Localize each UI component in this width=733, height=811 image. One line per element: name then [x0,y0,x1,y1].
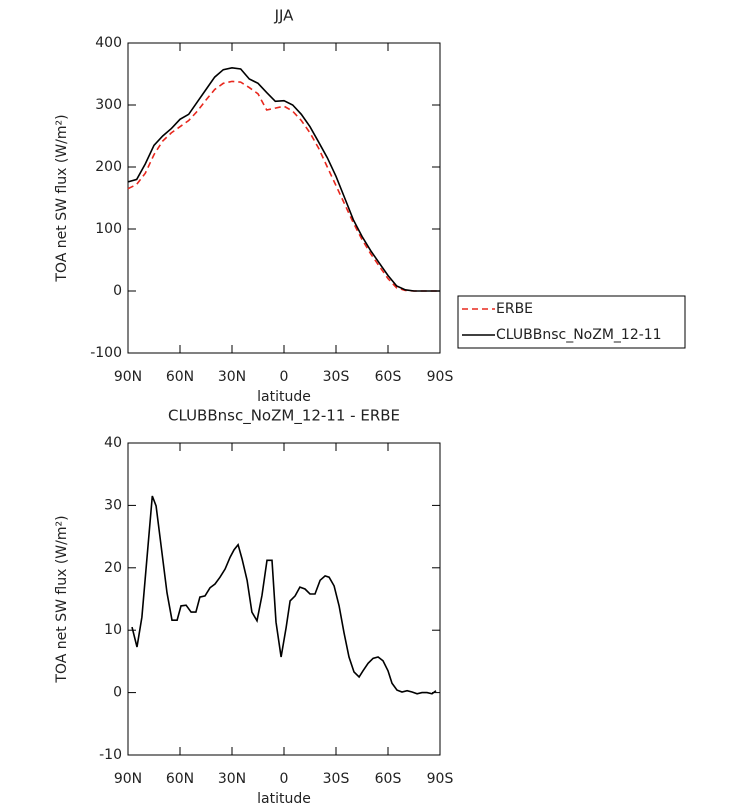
x-tick-label: 90S [427,369,454,385]
x-tick-label: 90N [114,369,142,385]
x-axis-label: latitude [257,791,311,807]
x-tick-label: 90S [427,771,454,787]
y-tick-label: 0 [113,283,122,299]
y-tick-label: 20 [104,560,122,576]
y-tick-label: 100 [95,221,122,237]
x-tick-label: 30N [218,369,246,385]
y-tick-label: 400 [95,35,122,51]
plot-frame [127,42,441,354]
x-tick-label: 0 [280,771,289,787]
data-line [127,80,440,292]
y-tick-label: 40 [104,435,122,451]
y-tick-label: 0 [113,685,122,701]
x-tick-label: 30S [323,369,350,385]
plot-frame [127,442,441,756]
y-tick-label: -100 [90,345,122,361]
x-tick-label: 60N [166,369,194,385]
x-tick-label: 30S [323,771,350,787]
x-tick-label: 0 [280,369,289,385]
chart-title: JJA [274,7,295,25]
chart-title: CLUBBnsc_NoZM_12-11 - ERBE [168,407,400,426]
y-tick-label: 10 [104,622,122,638]
x-tick-label: 90N [114,771,142,787]
y-axis-label: TOA net SW flux (W/m²) [54,515,70,683]
legend-label: ERBE [496,301,533,317]
x-tick-label: 60S [375,369,402,385]
x-tick-label: 60S [375,771,402,787]
x-tick-label: 60N [166,771,194,787]
y-tick-label: -10 [99,747,122,763]
legend-box [457,295,686,349]
x-axis-label: latitude [257,389,311,405]
y-tick-label: 300 [95,97,122,113]
y-tick-label: 30 [104,497,122,513]
x-tick-label: 30N [218,771,246,787]
legend-label: CLUBBnsc_NoZM_12-11 [496,327,662,343]
data-line [127,66,440,292]
y-tick-label: 200 [95,159,122,175]
y-axis-label: TOA net SW flux (W/m²) [54,114,70,282]
data-line [131,495,437,695]
